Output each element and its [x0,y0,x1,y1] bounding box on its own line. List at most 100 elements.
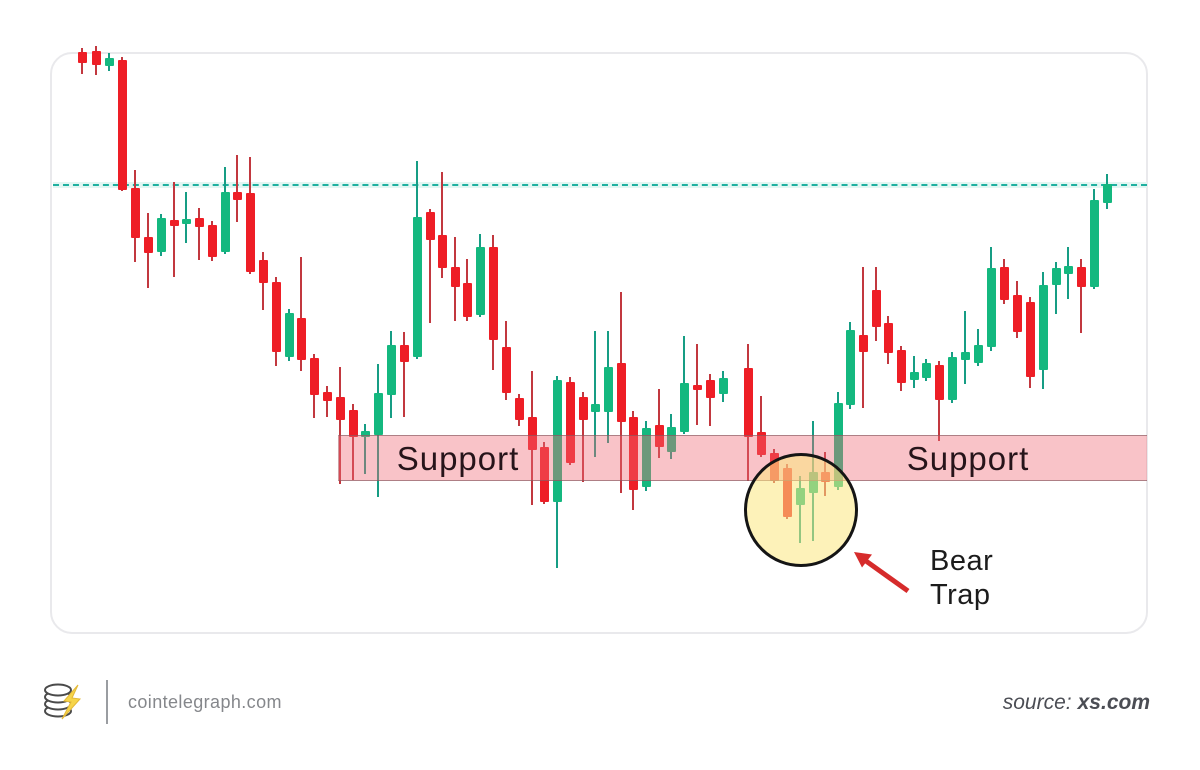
candle-body [501,347,511,393]
candle-body [245,193,255,272]
candle-body [883,323,893,353]
candle-body [679,383,689,432]
candle-body [1102,184,1112,203]
candle-body [348,410,358,437]
candle-body [552,380,562,502]
support-band [338,435,1147,481]
candle-wick [185,192,187,243]
candle-body [77,52,87,63]
candle-body [641,428,651,487]
candle-body [360,431,370,437]
candle-wick [658,389,660,458]
candle-body [156,218,166,252]
source-credit: source: xs.com [1003,691,1150,715]
candle-body [475,247,485,315]
source-name: xs.com [1077,691,1150,714]
candle-body [425,212,435,240]
candle-body [169,220,179,226]
candle-body [845,330,855,405]
candle-body [947,357,957,400]
candle-body [960,352,970,360]
candle-body [858,335,868,352]
candle-body [705,380,715,398]
candle-wick [582,392,584,482]
candle-wick [964,311,966,384]
footer-brand: cointelegraph.com [40,679,282,725]
candle-body [999,267,1009,300]
candle-body [258,260,268,283]
source-prefix: source: [1002,691,1072,714]
candle-body [412,217,422,357]
candle-wick [938,361,940,441]
footer-divider [106,680,108,724]
candle-body [565,382,575,463]
candle-body [130,188,140,238]
candle-wick [709,374,711,426]
candle-body [296,318,306,360]
brand-text: cointelegraph.com [128,691,282,712]
candle-body [743,368,753,437]
candle-body [104,58,114,66]
candle-body [1038,285,1048,370]
candle-body [578,397,588,420]
candle-body [117,60,127,190]
candle-body [488,247,498,340]
candle-body [232,192,242,200]
candle-body [921,363,931,378]
candle-body [590,404,600,412]
candle-body [616,363,626,422]
candle-body [1025,302,1035,377]
candle-body [871,290,881,327]
candle-wick [429,209,431,323]
candle-body [207,225,217,257]
candle-wick [198,208,200,260]
candle-body [654,425,664,447]
candle-body [220,192,230,252]
candle-body [143,237,153,253]
bear-trap-circle [744,453,858,567]
candle-body [181,219,191,224]
coin-stack-lightning-icon [44,683,82,720]
bear-trap-label: Bear Trap [930,544,993,612]
candle-body [462,283,472,317]
candle-wick [352,404,354,480]
candle-body [437,235,447,268]
candle-body [1089,200,1099,287]
candle-wick [760,396,762,457]
candle-body [322,392,332,401]
candle-body [284,313,294,357]
candle-body [1051,268,1061,285]
candle-body [896,350,906,383]
candle-body [450,267,460,287]
candle-body [373,393,383,435]
candle-wick [339,367,341,484]
candle-body [692,385,702,390]
candle-wick [326,386,328,417]
candle-wick [594,331,596,457]
candle-body [909,372,919,380]
candle-body [756,432,766,455]
candle-body [1063,266,1073,274]
bear-trap-label-line1: Bear [930,545,994,577]
candle-wick [1055,262,1057,314]
candle-body [603,367,613,412]
candle-body [527,417,537,450]
candle-wick [236,155,238,222]
candle-body [335,397,345,420]
candle-body [628,417,638,490]
candle-wick [1080,259,1082,333]
candle-body [1012,295,1022,332]
support-label-left: Support [396,440,520,477]
candle-body [399,345,409,362]
candle-body [91,51,101,65]
candle-body [986,268,996,347]
candle-body [194,218,204,227]
candle-body [973,345,983,363]
resistance-dashed-line [53,184,1147,186]
candle-body [271,282,281,352]
candle-body [934,365,944,400]
candle-wick [403,332,405,417]
candle-body [514,398,524,420]
bear-trap-label-line2: Trap [930,579,991,611]
